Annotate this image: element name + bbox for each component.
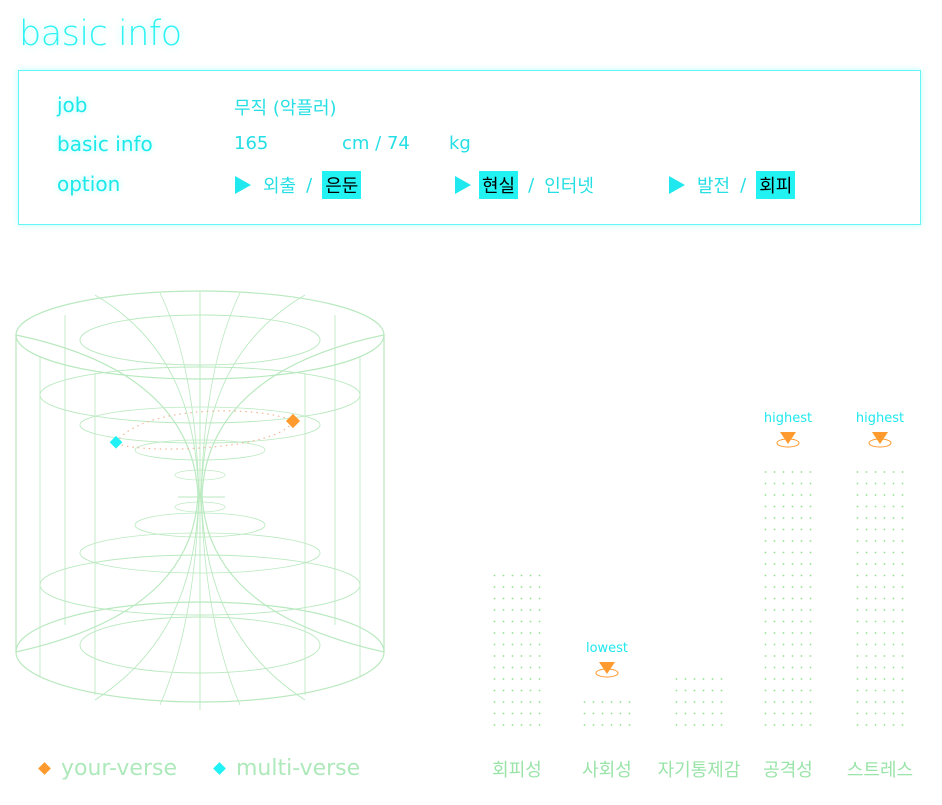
option-group-2: 현실 / 인터넷 [455, 171, 594, 199]
option-2-separator: / [528, 174, 535, 196]
legend-multi-verse: multi-verse [213, 756, 361, 781]
legend-your-verse: your-verse [38, 756, 178, 781]
marker-5: highest [856, 411, 904, 448]
height-unit: cm / 74 [342, 133, 410, 154]
option-1-separator: / [306, 174, 313, 196]
bar-1 [493, 574, 541, 726]
legend-your-verse-label: your-verse [61, 756, 178, 781]
bar-4 [764, 471, 812, 726]
marker-label-4: highest [764, 411, 812, 426]
category-label-4: 공격성 [763, 760, 813, 781]
trait-bar-chart: lowest highest highest [493, 411, 904, 726]
option-3-separator: / [740, 174, 747, 196]
marker-label-2: lowest [586, 641, 628, 656]
page-title: basic info [19, 14, 182, 54]
marker-4: highest [764, 411, 812, 448]
option-1-left[interactable]: 외출 [263, 176, 297, 197]
option-2-right[interactable]: 인터넷 [544, 176, 594, 197]
cyan-diamond-icon [213, 762, 226, 775]
height-value: 165 [234, 133, 269, 154]
orange-diamond-icon [38, 762, 51, 775]
marker-2: lowest [586, 641, 628, 678]
category-label-5: 스트레스 [846, 760, 914, 781]
play-icon [455, 176, 471, 194]
job-label: job [57, 93, 88, 117]
basic-info-label: basic info [57, 132, 153, 156]
option-2-left[interactable]: 현실 [479, 171, 519, 199]
info-card: job 무직 (악플러) basic info 165 cm / 74 kg o… [18, 70, 921, 225]
option-group-1: 외출 / 은둔 [235, 171, 362, 199]
bar-2 [583, 701, 631, 726]
category-label-1: 회피성 [492, 760, 542, 781]
weight-unit: kg [449, 133, 471, 154]
option-label: option [57, 172, 121, 196]
bar-5 [856, 471, 904, 726]
play-icon [669, 176, 685, 194]
play-icon [235, 176, 251, 194]
job-value: 무직 (악플러) [234, 98, 337, 119]
marker-label-5: highest [856, 411, 904, 426]
multiverse-illustration [15, 290, 385, 710]
your-verse-point [285, 413, 301, 429]
legend-multi-verse-label: multi-verse [236, 756, 361, 781]
option-3-right[interactable]: 회피 [756, 171, 796, 199]
bar-3 [675, 678, 723, 726]
option-group-3: 발전 / 회피 [669, 171, 796, 199]
category-label-2: 사회성 [582, 760, 632, 781]
category-label-3: 자기통제감 [657, 760, 741, 781]
option-1-right[interactable]: 은둔 [322, 171, 362, 199]
option-3-left[interactable]: 발전 [697, 176, 731, 197]
